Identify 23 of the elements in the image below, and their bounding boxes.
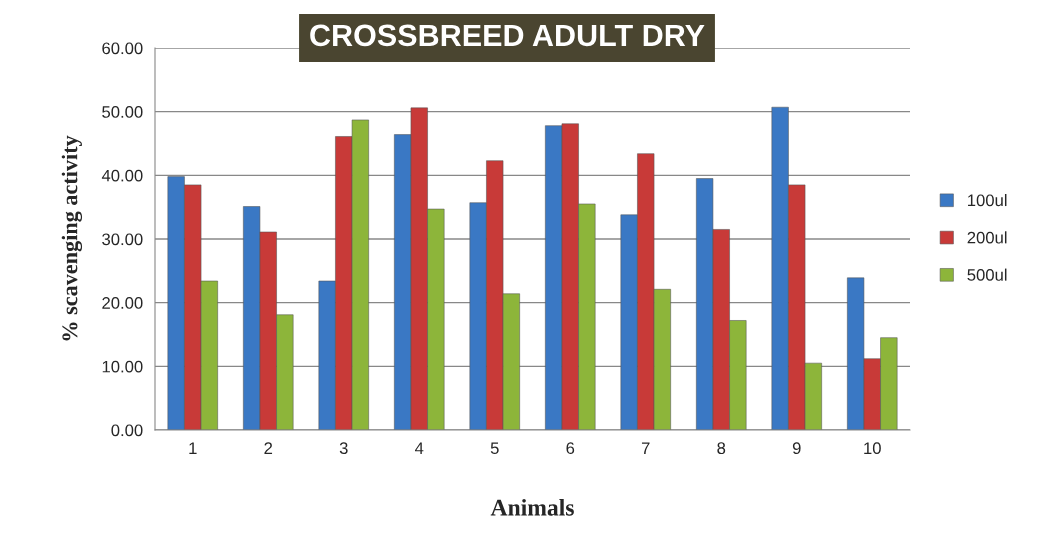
x-tick-label: 7 [641,442,650,454]
legend-label: 100ul [968,193,1007,207]
y-tick-label: 20.00 [102,297,143,309]
y-tick-label: 60.00 [102,42,143,55]
x-axis-title: Animals [490,499,574,516]
x-tick-label: 5 [490,442,499,455]
x-tick-label: 3 [339,442,348,455]
legend-label: 500ul [967,268,1007,281]
legend-label: 200ul [967,231,1007,244]
x-tick-label: 8 [717,442,726,455]
chart-title: CROSSBREED ADULT DRY [310,24,705,47]
x-tick-label: 6 [566,442,575,455]
x-tick-label: 1 [189,442,197,454]
y-tick-label: 30.00 [102,233,143,246]
y-tick-label: 40.00 [101,169,143,182]
y-tick-label: 10.00 [102,360,143,373]
y-tick-label: 50.00 [102,106,143,118]
x-tick-label: 9 [792,442,801,455]
y-axis-title: % scavenging activity [61,135,83,341]
x-tick-label: 10 [864,442,881,455]
x-tick-label: 4 [415,442,424,454]
x-tick-label: 2 [264,442,273,454]
y-tick-label: 0.00 [111,424,143,437]
